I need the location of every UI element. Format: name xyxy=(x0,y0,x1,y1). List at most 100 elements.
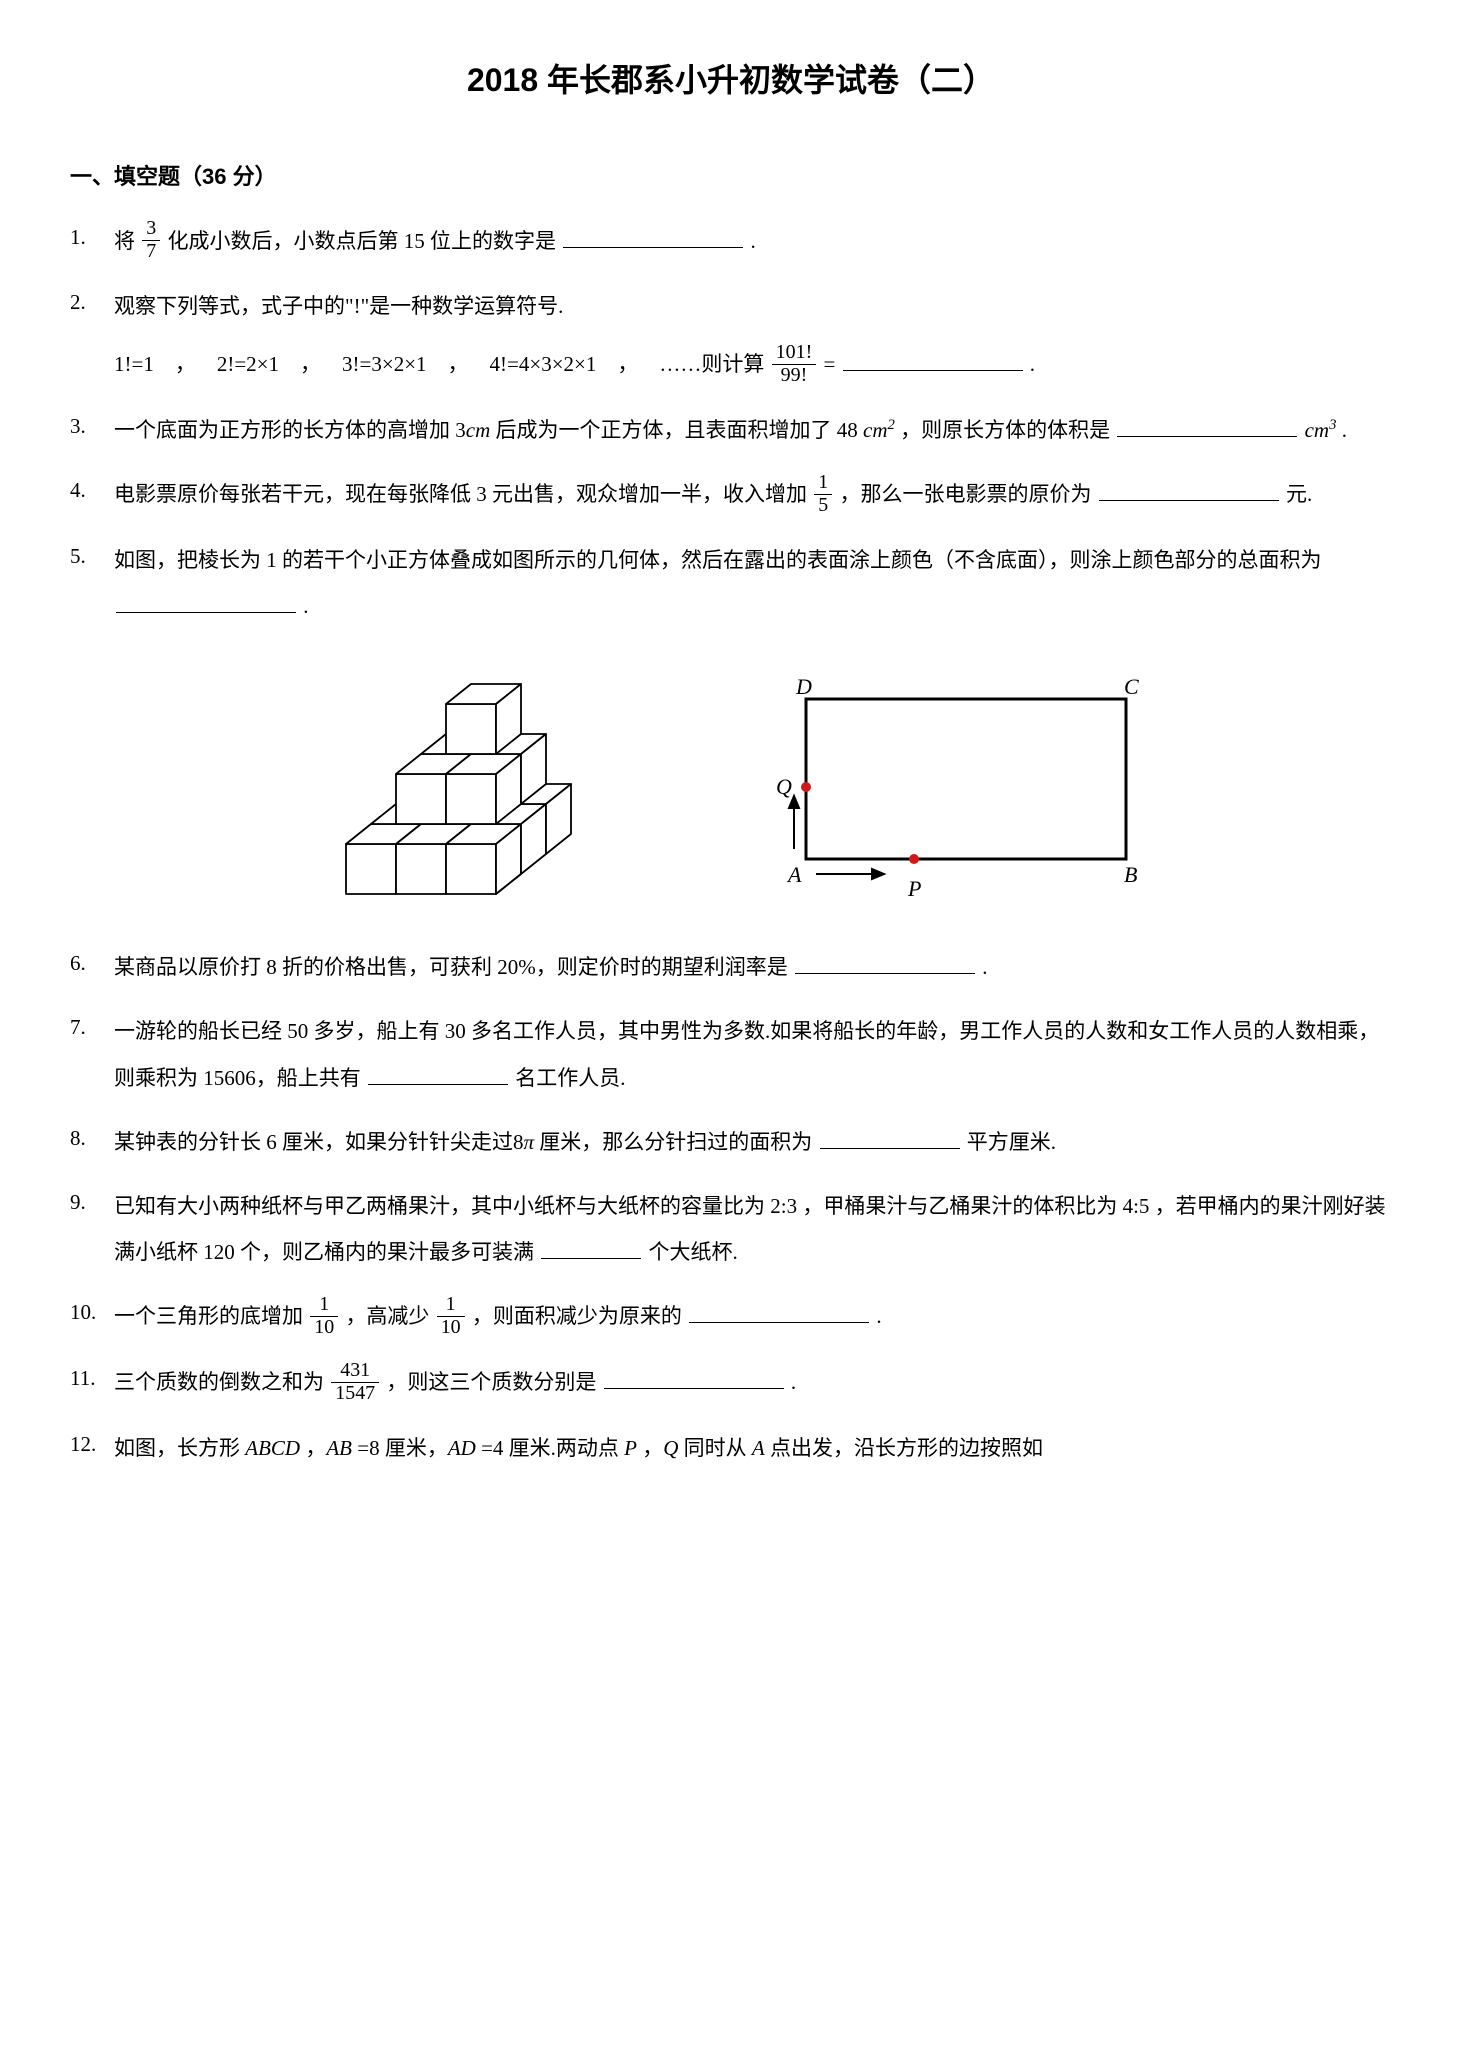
var: A xyxy=(752,1436,765,1460)
question-11: 11. 三个质数的倒数之和为 431 1547 ，则这三个质数分别是 . xyxy=(70,1359,1392,1407)
text: ，则这三个质数分别是 xyxy=(386,1370,596,1394)
label-Q: Q xyxy=(776,774,792,799)
text: 某钟表的分针长 6 厘米，如果分针针尖走过8 xyxy=(114,1130,524,1154)
question-4: 4. 电影票原价每张若干元，现在每张降低 3 元出售，观众增加一半，收入增加 1… xyxy=(70,471,1392,519)
text: 平方厘米. xyxy=(967,1130,1056,1154)
cube-stack-figure xyxy=(306,654,626,914)
unit: cm xyxy=(466,418,491,442)
answer-blank[interactable] xyxy=(116,591,296,613)
text: 元. xyxy=(1286,482,1312,506)
qbody: 某商品以原价打 8 折的价格出售，可获利 20%，则定价时的期望利润率是 . xyxy=(114,944,1392,990)
text: 三个质数的倒数之和为 xyxy=(114,1370,324,1394)
text: 名工作人员. xyxy=(515,1066,625,1090)
qbody: 某钟表的分针长 6 厘米，如果分针针尖走过8π 厘米，那么分针扫过的面积为 平方… xyxy=(114,1119,1392,1165)
text: =4 厘米.两动点 xyxy=(481,1436,624,1460)
answer-blank[interactable] xyxy=(1099,479,1279,501)
text: 一个三角形的底增加 xyxy=(114,1304,303,1328)
numerator: 101! xyxy=(772,342,817,365)
qbody: 观察下列等式，式子中的"!"是一种数学运算符号. 1!=1 ， 2!=2×1 ，… xyxy=(114,283,1392,389)
answer-blank[interactable] xyxy=(795,952,975,974)
text: ，则原长方体的体积是 xyxy=(900,418,1110,442)
denominator: 5 xyxy=(814,495,832,517)
fraction: 1 5 xyxy=(814,472,832,517)
qnum: 1. xyxy=(70,218,114,258)
denominator: 99! xyxy=(772,365,817,387)
fraction: 101! 99! xyxy=(772,342,817,387)
answer-blank[interactable] xyxy=(820,1127,960,1149)
question-9: 9. 已知有大小两种纸杯与甲乙两桶果汁，其中小纸杯与大纸杯的容量比为 2:3 ，… xyxy=(70,1183,1392,1275)
text: =8 厘米， xyxy=(357,1436,448,1460)
qbody: 一个三角形的底增加 1 10 ，高减少 1 10 ，则面积减少为原来的 . xyxy=(114,1293,1392,1341)
numerator: 1 xyxy=(814,472,832,495)
text: 电影票原价每张若干元，现在每张降低 3 元出售，观众增加一半，收入增加 xyxy=(114,482,807,506)
question-2: 2. 观察下列等式，式子中的"!"是一种数学运算符号. 1!=1 ， 2!=2×… xyxy=(70,283,1392,389)
text: = xyxy=(823,352,835,376)
rectangle-figure: D C Q A B P xyxy=(746,664,1156,914)
question-3: 3. 一个底面为正方形的长方体的高增加 3cm 后成为一个正方体，且表面积增加了… xyxy=(70,407,1392,453)
question-6: 6. 某商品以原价打 8 折的价格出售，可获利 20%，则定价时的期望利润率是 … xyxy=(70,944,1392,990)
text: ，则面积减少为原来的 xyxy=(472,1304,682,1328)
text: . xyxy=(303,594,308,618)
denominator: 1547 xyxy=(331,1383,379,1405)
question-5: 5. 如图，把棱长为 1 的若干个小正方体叠成如图所示的几何体，然后在露出的表面… xyxy=(70,537,1392,629)
text: ，高减少 xyxy=(345,1304,429,1328)
qbody: 一游轮的船长已经 50 多岁，船上有 30 多名工作人员，其中男性为多数.如果将… xyxy=(114,1008,1392,1100)
question-12: 12. 如图，长方形 ABCD ，AB =8 厘米，AD =4 厘米.两动点 P… xyxy=(70,1425,1392,1471)
qnum: 5. xyxy=(70,537,114,577)
label-B: B xyxy=(1124,862,1137,887)
cm: cm xyxy=(863,418,888,442)
answer-blank[interactable] xyxy=(368,1063,508,1085)
qbody: 三个质数的倒数之和为 431 1547 ，则这三个质数分别是 . xyxy=(114,1359,1392,1407)
qbody: 如图，把棱长为 1 的若干个小正方体叠成如图所示的几何体，然后在露出的表面涂上颜… xyxy=(114,537,1392,629)
answer-blank[interactable] xyxy=(563,226,743,248)
text: 同时从 xyxy=(684,1436,752,1460)
denominator: 10 xyxy=(437,1317,465,1339)
pi: π xyxy=(524,1130,535,1154)
text: 后成为一个正方体，且表面积增加了 48 xyxy=(496,418,864,442)
qnum: 12. xyxy=(70,1425,114,1465)
qnum: 3. xyxy=(70,407,114,447)
text: 一游轮的船长已经 50 多岁，船上有 30 多名工作人员，其中男性为多数.如果将… xyxy=(114,1019,1379,1089)
text: . xyxy=(876,1304,881,1328)
answer-blank[interactable] xyxy=(689,1301,869,1323)
denominator: 7 xyxy=(142,241,160,263)
unit: cm2 xyxy=(863,418,895,442)
fraction: 431 1547 xyxy=(331,1360,379,1405)
qnum: 6. xyxy=(70,944,114,984)
section-header: 一、填空题（36 分） xyxy=(70,156,1392,198)
qbody: 将 3 7 化成小数后，小数点后第 15 位上的数字是 . xyxy=(114,218,1392,266)
qbody: 已知有大小两种纸杯与甲乙两桶果汁，其中小纸杯与大纸杯的容量比为 2:3 ，甲桶果… xyxy=(114,1183,1392,1275)
qbody: 如图，长方形 ABCD ，AB =8 厘米，AD =4 厘米.两动点 P ，Q … xyxy=(114,1425,1392,1471)
text: ， xyxy=(305,1436,326,1460)
fraction: 1 10 xyxy=(310,1294,338,1339)
question-1: 1. 将 3 7 化成小数后，小数点后第 15 位上的数字是 . xyxy=(70,218,1392,266)
text: 点出发，沿长方形的边按照如 xyxy=(770,1436,1043,1460)
text: . xyxy=(1030,352,1035,376)
text: . xyxy=(750,229,755,253)
text: 厘米，那么分针扫过的面积为 xyxy=(539,1130,812,1154)
numerator: 3 xyxy=(142,218,160,241)
answer-blank[interactable] xyxy=(1117,415,1297,437)
text: 个大纸杯. xyxy=(649,1240,738,1264)
label-C: C xyxy=(1124,674,1139,699)
text: 1!=1 ， 2!=2×1 ， 3!=3×2×1 ， 4!=4×3×2×1 ， … xyxy=(114,352,764,376)
text: . xyxy=(982,955,987,979)
question-7: 7. 一游轮的船长已经 50 多岁，船上有 30 多名工作人员，其中男性为多数.… xyxy=(70,1008,1392,1100)
answer-blank[interactable] xyxy=(541,1237,641,1259)
label-P: P xyxy=(907,876,921,901)
text: 将 xyxy=(114,229,135,253)
text: 已知有大小两种纸杯与甲乙两桶果汁，其中小纸杯与大纸杯的容量比为 2:3 ，甲桶果… xyxy=(114,1194,1386,1264)
denominator: 10 xyxy=(310,1317,338,1339)
question-8: 8. 某钟表的分针长 6 厘米，如果分针针尖走过8π 厘米，那么分针扫过的面积为… xyxy=(70,1119,1392,1165)
numerator: 1 xyxy=(437,1294,465,1317)
qnum: 8. xyxy=(70,1119,114,1159)
answer-blank[interactable] xyxy=(604,1367,784,1389)
label-D: D xyxy=(795,674,812,699)
page-title: 2018 年长郡系小升初数学试卷（二） xyxy=(70,50,1392,111)
answer-blank[interactable] xyxy=(843,349,1023,371)
qnum: 11. xyxy=(70,1359,114,1399)
point-Q xyxy=(801,782,811,792)
text: 观察下列等式，式子中的"!"是一种数学运算符号. xyxy=(114,283,1392,329)
var: ABCD xyxy=(245,1436,300,1460)
text: 某商品以原价打 8 折的价格出售，可获利 20%，则定价时的期望利润率是 xyxy=(114,955,788,979)
